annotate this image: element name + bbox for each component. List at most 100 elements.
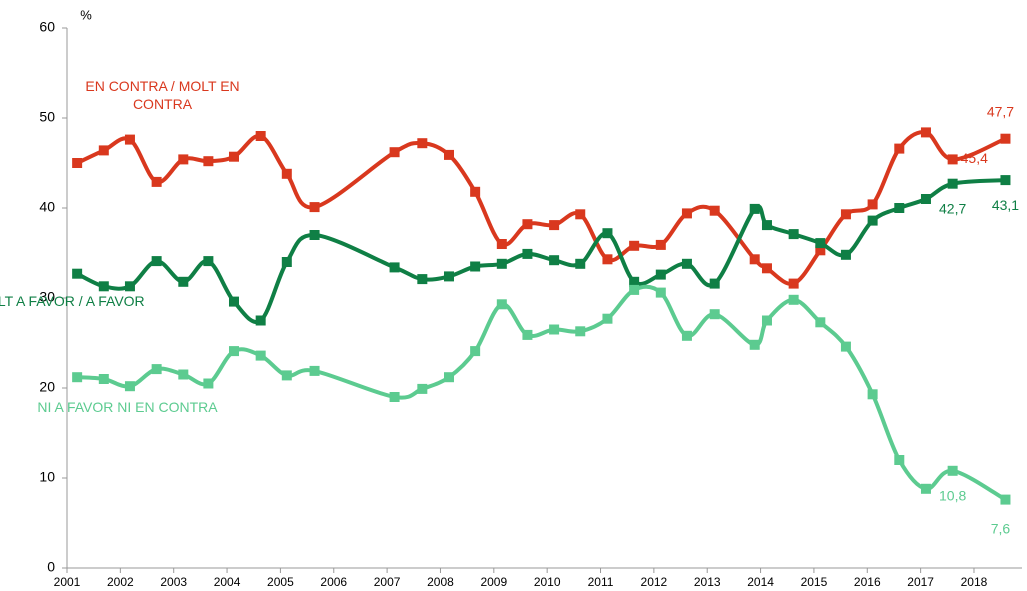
x-tick-label: 2018 xyxy=(961,575,988,589)
marker xyxy=(98,145,109,156)
marker xyxy=(389,392,400,402)
x-tick-label: 2016 xyxy=(854,575,881,589)
marker xyxy=(867,389,878,400)
marker xyxy=(761,263,772,274)
x-tick-label: 2006 xyxy=(320,575,347,589)
x-tick-label: 2001 xyxy=(54,575,81,589)
series-label: NI A FAVOR NI EN CONTRA xyxy=(37,399,218,415)
marker xyxy=(749,339,760,350)
marker xyxy=(470,346,481,357)
marker xyxy=(920,194,931,204)
value-label: 7,6 xyxy=(991,520,1011,536)
marker xyxy=(98,374,109,384)
marker xyxy=(575,258,586,269)
y-tick-label: 50 xyxy=(39,109,55,125)
marker xyxy=(575,209,586,220)
marker xyxy=(124,381,135,392)
series-line xyxy=(77,284,1007,502)
marker xyxy=(681,208,692,219)
marker xyxy=(417,138,428,149)
marker xyxy=(629,284,640,295)
x-tick-label: 2011 xyxy=(588,575,614,589)
y-tick-label: 10 xyxy=(39,469,55,485)
marker xyxy=(629,240,640,251)
marker xyxy=(281,168,292,179)
marker xyxy=(228,346,239,357)
marker xyxy=(228,296,239,307)
marker xyxy=(867,215,878,226)
marker xyxy=(255,350,266,361)
marker xyxy=(151,364,162,375)
marker xyxy=(840,341,851,352)
x-tick-label: 2005 xyxy=(267,575,294,589)
marker xyxy=(203,156,214,167)
marker xyxy=(255,315,266,326)
marker xyxy=(470,186,481,197)
x-tick-label: 2012 xyxy=(641,575,668,589)
y-tick-label: 20 xyxy=(39,379,55,395)
marker xyxy=(98,281,109,292)
marker xyxy=(151,176,162,187)
marker xyxy=(72,158,83,168)
marker xyxy=(389,262,400,273)
marker xyxy=(709,309,720,320)
marker xyxy=(788,229,799,240)
marker xyxy=(124,281,135,292)
marker xyxy=(894,203,905,213)
marker xyxy=(602,254,613,265)
marker xyxy=(496,239,507,249)
marker xyxy=(947,154,958,165)
marker xyxy=(749,254,760,265)
marker xyxy=(444,149,454,160)
x-tick-label: 2009 xyxy=(480,575,507,589)
series-label: MOLT A FAVOR / A FAVOR xyxy=(0,293,145,309)
value-label: 43,1 xyxy=(992,197,1019,213)
marker xyxy=(417,383,428,394)
x-tick-label: 2013 xyxy=(694,575,721,589)
marker xyxy=(522,248,533,259)
marker xyxy=(72,268,83,279)
marker xyxy=(522,219,533,230)
x-tick-label: 2017 xyxy=(907,575,934,589)
marker xyxy=(575,326,586,337)
marker xyxy=(655,269,666,280)
marker xyxy=(681,258,692,269)
marker xyxy=(840,209,851,220)
marker xyxy=(549,324,560,335)
series-label: EN CONTRA / MOLT EN CONTRA xyxy=(85,78,240,112)
marker xyxy=(947,465,958,476)
marker xyxy=(522,329,533,340)
x-tick-label: 2015 xyxy=(801,575,828,589)
marker xyxy=(496,258,507,269)
marker xyxy=(761,315,772,326)
marker xyxy=(309,365,320,376)
x-tick-label: 2004 xyxy=(214,575,241,589)
x-tick-label: 2014 xyxy=(747,575,774,589)
x-tick-label: 2010 xyxy=(534,575,561,589)
marker xyxy=(788,278,799,289)
marker xyxy=(867,199,878,210)
marker xyxy=(389,147,400,158)
marker xyxy=(255,131,266,141)
marker xyxy=(228,151,239,162)
marker xyxy=(496,299,507,310)
marker xyxy=(629,276,640,287)
marker xyxy=(549,255,560,266)
marker xyxy=(920,483,931,494)
marker xyxy=(815,238,826,249)
value-label: 45,4 xyxy=(961,150,988,166)
marker xyxy=(602,228,613,239)
marker xyxy=(124,134,135,145)
y-axis-unit: % xyxy=(80,7,92,22)
marker xyxy=(761,220,772,231)
x-tick-label: 2007 xyxy=(374,575,401,589)
marker xyxy=(309,202,320,213)
marker xyxy=(470,261,481,272)
y-tick-label: 30 xyxy=(39,289,55,305)
y-tick-label: 60 xyxy=(39,19,55,35)
value-label: 47,7 xyxy=(987,103,1014,119)
y-tick-label: 0 xyxy=(47,559,55,575)
x-tick-label: 2002 xyxy=(107,575,134,589)
marker xyxy=(681,330,692,341)
